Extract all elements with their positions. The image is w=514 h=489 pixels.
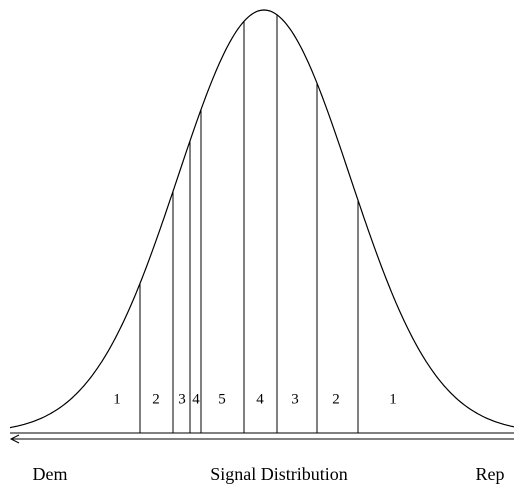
left-label: Dem (33, 464, 68, 484)
dividers (139, 14, 359, 433)
region-label: 3 (178, 391, 186, 407)
arrow-head (9, 434, 20, 444)
region-label: 4 (192, 391, 200, 407)
region-label: 2 (332, 391, 340, 407)
region-label: 4 (256, 391, 264, 407)
region-label: 3 (291, 391, 299, 407)
region-label: 1 (389, 391, 397, 407)
region-label: 2 (152, 391, 160, 407)
axis-title: Signal Distribution (210, 464, 348, 484)
region-label: 1 (113, 391, 121, 407)
region-label: 5 (218, 391, 226, 407)
bell-curve (9, 9, 514, 429)
right-label: Rep (476, 464, 505, 484)
